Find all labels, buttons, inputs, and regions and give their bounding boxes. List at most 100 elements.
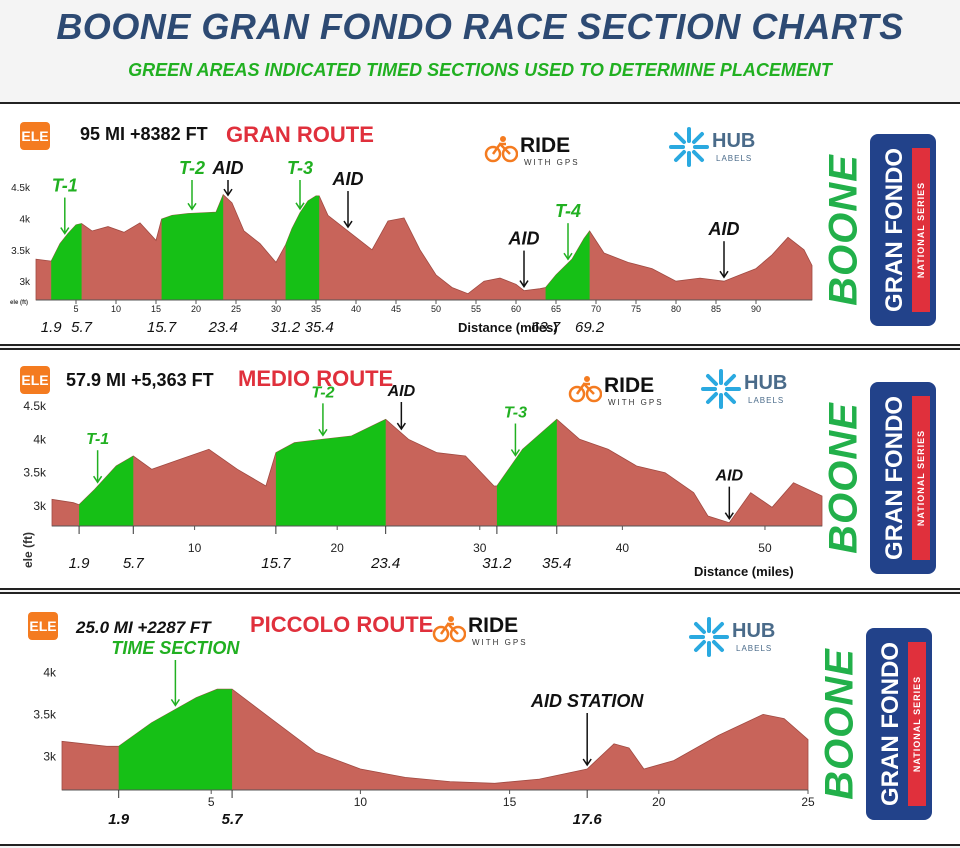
x-tick-label: 50 bbox=[431, 304, 441, 314]
ride-logo-subtext: WITH GPS bbox=[524, 158, 580, 167]
boone-logo-text: BOONE bbox=[821, 402, 866, 554]
piccolo-route-panel: 5 10 15 20 25 3k 3.5k 4k 1.9 5.7 17.6 TIME SECTION A… bbox=[0, 592, 960, 846]
x-tick-label: 15 bbox=[151, 304, 161, 314]
x-tick-label: 10 bbox=[354, 795, 368, 809]
timed-section bbox=[545, 231, 590, 300]
x-tick-label: 40 bbox=[616, 541, 630, 555]
y-tick-label: 3.5k bbox=[33, 707, 57, 721]
section-mileage-label: 1.9 bbox=[108, 811, 130, 828]
section-mileage-label: 35.4 bbox=[305, 319, 334, 336]
x-tick-label: 90 bbox=[751, 304, 761, 314]
timed-section-label: T-4 bbox=[555, 201, 581, 221]
hub-logo-subtext: LABELS bbox=[736, 644, 773, 653]
arrow-head bbox=[223, 188, 233, 197]
gran-fondo-logo-text: GRAN FONDO bbox=[877, 642, 904, 806]
arrow-head bbox=[582, 758, 592, 767]
hub-labels-logo: HUB LABELS bbox=[688, 616, 778, 662]
gran-fondo-logo-text: GRAN FONDO bbox=[881, 148, 908, 312]
y-tick-label: 3.5k bbox=[23, 466, 47, 480]
x-tick-label: 75 bbox=[631, 304, 641, 314]
ride-with-gps-logo: RIDE WITH GPS bbox=[568, 374, 678, 414]
arrow-head bbox=[295, 202, 305, 211]
page-title: BOONE GRAN FONDO RACE SECTION CHARTS bbox=[56, 6, 904, 47]
ride-logo-text: RIDE bbox=[468, 614, 519, 637]
y-axis-title: ele (ft) bbox=[21, 532, 35, 568]
timed-section-label: T-3 bbox=[504, 405, 527, 422]
cyclist-icon bbox=[432, 616, 467, 643]
route-name: MEDIO ROUTE bbox=[238, 366, 394, 391]
arrow-head bbox=[724, 512, 734, 521]
section-mileage-label: 1.9 bbox=[69, 555, 91, 572]
x-tick-label: 45 bbox=[391, 304, 401, 314]
y-tick-label: 3.5k bbox=[11, 246, 31, 257]
cyclist-icon bbox=[484, 136, 519, 163]
section-mileage-label: 31.2 bbox=[482, 555, 512, 572]
timed-section-label: T-1 bbox=[52, 176, 78, 196]
x-tick-label: 20 bbox=[331, 541, 345, 555]
timed-section bbox=[51, 223, 82, 300]
boone-gran-fondo-logo: BOONE GRAN FONDO NATIONAL SERIES bbox=[822, 378, 942, 588]
route-stat: 95 MI +8382 FT bbox=[80, 124, 208, 144]
section-mileage-label: 1.9 bbox=[41, 319, 63, 336]
hub-logo-text: HUB bbox=[712, 130, 756, 152]
arrow-head bbox=[170, 698, 181, 707]
y-tick-label: 4k bbox=[33, 432, 47, 446]
cyclist-icon bbox=[568, 376, 603, 403]
hub-snowflake-icon bbox=[689, 617, 729, 657]
hub-logo-text: HUB bbox=[744, 372, 788, 394]
x-tick-label: 10 bbox=[188, 541, 202, 555]
aid-station-label: AID bbox=[332, 169, 364, 189]
section-mileage-label: 23.4 bbox=[208, 319, 238, 336]
x-tick-label: 15 bbox=[503, 795, 517, 809]
x-tick-label: 30 bbox=[271, 304, 281, 314]
timed-section bbox=[496, 419, 557, 526]
boone-gran-fondo-logo: BOONE GRAN FONDO NATIONAL SERIES bbox=[822, 130, 942, 340]
x-tick-label: 50 bbox=[758, 541, 772, 555]
elevation-profile bbox=[35, 194, 813, 301]
x-tick-label: 30 bbox=[473, 541, 487, 555]
x-tick-label: 55 bbox=[471, 304, 481, 314]
ele-badge: ELE bbox=[20, 122, 50, 150]
medio-route-panel: 10 20 30 40 50 3k 3.5k 4k 4.5k 1.9 5.7 15.7 23.4 31.2… bbox=[0, 348, 960, 590]
arrow-head bbox=[60, 227, 70, 235]
timed-section-label: T-1 bbox=[86, 431, 109, 448]
timed-section-label: T-3 bbox=[287, 158, 313, 178]
elevation-profile bbox=[51, 418, 823, 527]
medio-elevation-chart: 10 20 30 40 50 3k 3.5k 4k 4.5k 1.9 5.7 15.7 23.4 31.2… bbox=[21, 383, 823, 579]
section-mileage-label: 69.2 bbox=[575, 319, 605, 336]
aid-station-label: AID bbox=[387, 383, 416, 400]
boone-logo-text: BOONE bbox=[817, 648, 862, 800]
route-stat: 25.0 MI +2287 FT bbox=[76, 618, 211, 637]
y-tick-label: 4.5k bbox=[23, 399, 47, 413]
arrow-head bbox=[318, 428, 328, 437]
gran-elevation-chart: 5 10 15 20 25 30 35 40 45 50 55 60 65 70 75 80 85 90 3k 3.5… bbox=[10, 158, 813, 336]
section-mileage-label: 5.7 bbox=[71, 319, 93, 336]
timed-section bbox=[275, 419, 386, 526]
route-name: PICCOLO ROUTE bbox=[250, 612, 434, 637]
gran-route-panel: 5 10 15 20 25 30 35 40 45 50 55 60 65 70 75 80 85 90 3k 3.5… bbox=[0, 102, 960, 346]
hub-logo-subtext: LABELS bbox=[716, 154, 753, 163]
aid-station-label: AID bbox=[708, 219, 740, 239]
arrow-head bbox=[719, 270, 729, 279]
y-tick-label: 4.5k bbox=[11, 183, 31, 194]
section-mileage-label: 35.4 bbox=[542, 555, 571, 572]
ele-badge: ELE bbox=[20, 366, 50, 394]
y-axis-title: ele (ft) bbox=[10, 300, 28, 306]
arrow-head bbox=[563, 252, 573, 261]
aid-station-label: AID bbox=[715, 468, 744, 485]
arrow-head bbox=[519, 280, 529, 288]
y-tick-label: 4k bbox=[19, 214, 31, 225]
route-stat: 57.9 MI +5,363 FT bbox=[66, 370, 214, 390]
national-series-text: NATIONAL SERIES bbox=[916, 429, 926, 527]
timed-section-label: T-2 bbox=[311, 384, 334, 401]
x-tick-label: 80 bbox=[671, 304, 681, 314]
section-mileage-label: 5.7 bbox=[222, 811, 244, 828]
aid-station-label: AID bbox=[508, 229, 540, 249]
x-tick-label: 10 bbox=[111, 304, 121, 314]
arrow-head bbox=[510, 449, 521, 457]
section-mileage-label: 15.7 bbox=[147, 319, 177, 336]
arrow-head bbox=[343, 220, 353, 229]
aid-station-label: AID STATION bbox=[530, 691, 644, 711]
boone-logo-text: BOONE bbox=[821, 154, 866, 306]
ride-logo-subtext: WITH GPS bbox=[472, 638, 528, 647]
